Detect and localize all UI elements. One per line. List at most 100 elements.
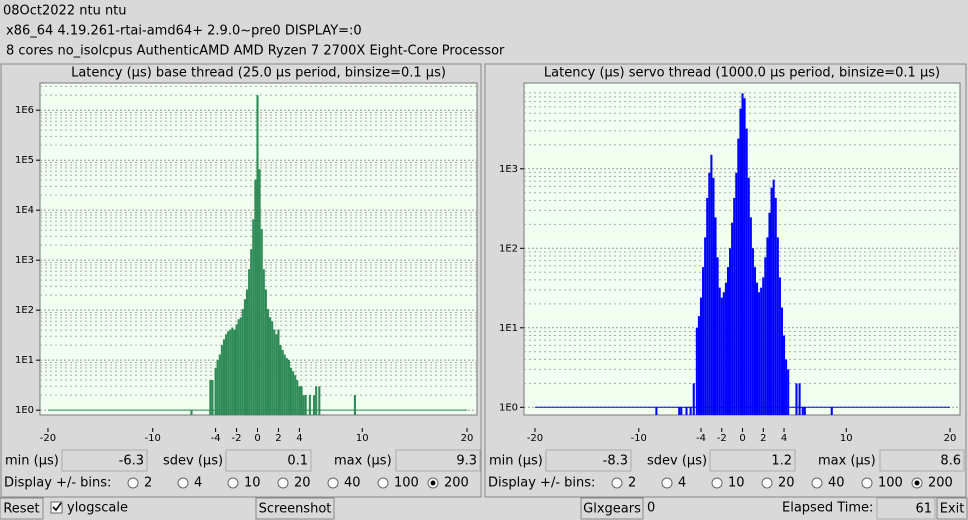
- stat-label: sdev (µs): [647, 454, 707, 469]
- histogram-bar: [731, 222, 734, 415]
- histogram-bar: [225, 334, 228, 415]
- bins-radio[interactable]: [277, 477, 289, 489]
- histogram-bar: [254, 179, 257, 415]
- stat-field: [545, 449, 632, 472]
- bins-radio[interactable]: [661, 477, 673, 489]
- exit-button-label[interactable]: Exit: [940, 502, 965, 517]
- bins-radio-dot: [914, 480, 920, 486]
- x-tick-label: -4: [696, 433, 706, 444]
- histogram-bar: [231, 327, 234, 415]
- histogram-bar: [678, 407, 681, 415]
- bins-radio[interactable]: [227, 477, 239, 489]
- histogram-bar: [220, 345, 223, 415]
- stat-label: min (µs): [489, 454, 543, 469]
- x-tick-label: -2: [717, 433, 727, 444]
- histogram-bar: [695, 327, 698, 415]
- ylogscale-label[interactable]: ylogscale: [67, 501, 128, 516]
- bins-option[interactable]: 10: [244, 476, 261, 491]
- x-tick-label: -4: [211, 433, 221, 444]
- histogram-bar: [264, 289, 267, 415]
- histogram-bar: [680, 407, 683, 415]
- histogram-bar: [787, 369, 790, 415]
- histogram-bar: [724, 282, 727, 415]
- histogram-bar: [283, 354, 286, 415]
- stat-label: max (µs): [334, 454, 392, 469]
- histogram-bar: [235, 324, 238, 415]
- bins-option[interactable]: 100: [878, 476, 903, 491]
- stat-label: min (µs): [5, 454, 59, 469]
- histogram-bar: [256, 95, 259, 415]
- x-tick-label: 4: [781, 433, 787, 444]
- bins-option[interactable]: 20: [294, 476, 311, 491]
- bins-option[interactable]: 4: [678, 476, 686, 491]
- bins-option[interactable]: 10: [728, 476, 745, 491]
- ylogscale-checkbox[interactable]: [50, 501, 63, 514]
- histogram-bar: [222, 339, 226, 415]
- glxgears-button[interactable]: [580, 497, 644, 520]
- bins-radio[interactable]: [761, 477, 773, 489]
- histogram-bar: [285, 358, 288, 415]
- stat-value: 9.3: [456, 454, 477, 469]
- histogram-bar: [313, 395, 316, 415]
- histogram-bar: [318, 386, 321, 415]
- histogram-bar: [685, 407, 688, 415]
- histogram-bar: [778, 277, 781, 415]
- y-tick-label: 1E6: [15, 105, 34, 116]
- histogram-bar: [768, 212, 771, 415]
- panel-frame: [484, 63, 967, 498]
- y-tick-label: 1E0: [499, 402, 518, 413]
- histogram-bar: [216, 360, 219, 415]
- bins-radio[interactable]: [861, 477, 873, 489]
- elapsed-field: [876, 497, 936, 520]
- bins-radio[interactable]: [811, 477, 823, 489]
- histogram-bar: [726, 267, 730, 415]
- bins-option[interactable]: 4: [194, 476, 202, 491]
- bins-option[interactable]: 200: [928, 476, 953, 491]
- histogram-bar: [308, 395, 311, 415]
- x-tick-label: 4: [296, 433, 302, 444]
- bins-option[interactable]: 40: [828, 476, 845, 491]
- histogram-bar: [760, 287, 763, 415]
- histogram-bar: [655, 407, 658, 415]
- histogram-bar: [780, 307, 783, 415]
- bins-radio[interactable]: [327, 477, 339, 489]
- reset-button-label[interactable]: Reset: [3, 502, 39, 517]
- y-tick-label: 1E4: [15, 205, 34, 216]
- histogram-bar: [262, 269, 265, 415]
- histogram-bar: [772, 179, 775, 415]
- exit-button[interactable]: [936, 497, 968, 520]
- histogram-bar: [710, 154, 713, 415]
- bins-option[interactable]: 20: [778, 476, 795, 491]
- histogram-bar: [190, 410, 193, 415]
- bins-option[interactable]: 40: [344, 476, 361, 491]
- histogram-bar: [766, 237, 769, 415]
- bins-radio[interactable]: [377, 477, 389, 489]
- histogram-bar: [289, 367, 293, 415]
- bins-option[interactable]: 200: [444, 476, 469, 491]
- stat-label: max (µs): [818, 454, 876, 469]
- bins-radio[interactable]: [127, 477, 139, 489]
- bins-option[interactable]: 2: [628, 476, 636, 491]
- histogram-bar: [735, 172, 738, 415]
- bins-option[interactable]: 2: [144, 476, 152, 491]
- bins-radio[interactable]: [611, 477, 623, 489]
- reset-button[interactable]: [0, 497, 44, 520]
- glxgears-button-label[interactable]: Glxgears: [583, 502, 641, 517]
- screenshot-button[interactable]: [255, 497, 335, 520]
- histogram-bar: [770, 187, 773, 415]
- bins-radio[interactable]: [711, 477, 723, 489]
- bins-radio[interactable]: [177, 477, 189, 489]
- histogram-bar: [798, 383, 801, 415]
- histogram-bar: [248, 269, 251, 415]
- header-line: 8 cores no_isolcpus AuthenticAMD AMD Ryz…: [6, 44, 505, 59]
- bins-option[interactable]: 100: [394, 476, 419, 491]
- y-tick-label: 1E2: [15, 305, 34, 316]
- stat-field: [225, 449, 312, 472]
- histogram-bar: [273, 329, 276, 415]
- screenshot-button-label[interactable]: Screenshot: [259, 502, 332, 517]
- x-tick-label: 10: [840, 433, 853, 444]
- histogram-bar: [250, 249, 253, 415]
- x-tick-label: 20: [461, 433, 474, 444]
- histogram-bar: [266, 309, 270, 415]
- histogram-bar: [233, 329, 236, 415]
